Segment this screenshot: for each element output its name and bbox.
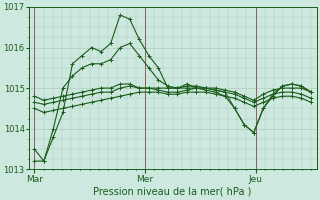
X-axis label: Pression niveau de la mer( hPa ): Pression niveau de la mer( hPa ) — [93, 187, 252, 197]
